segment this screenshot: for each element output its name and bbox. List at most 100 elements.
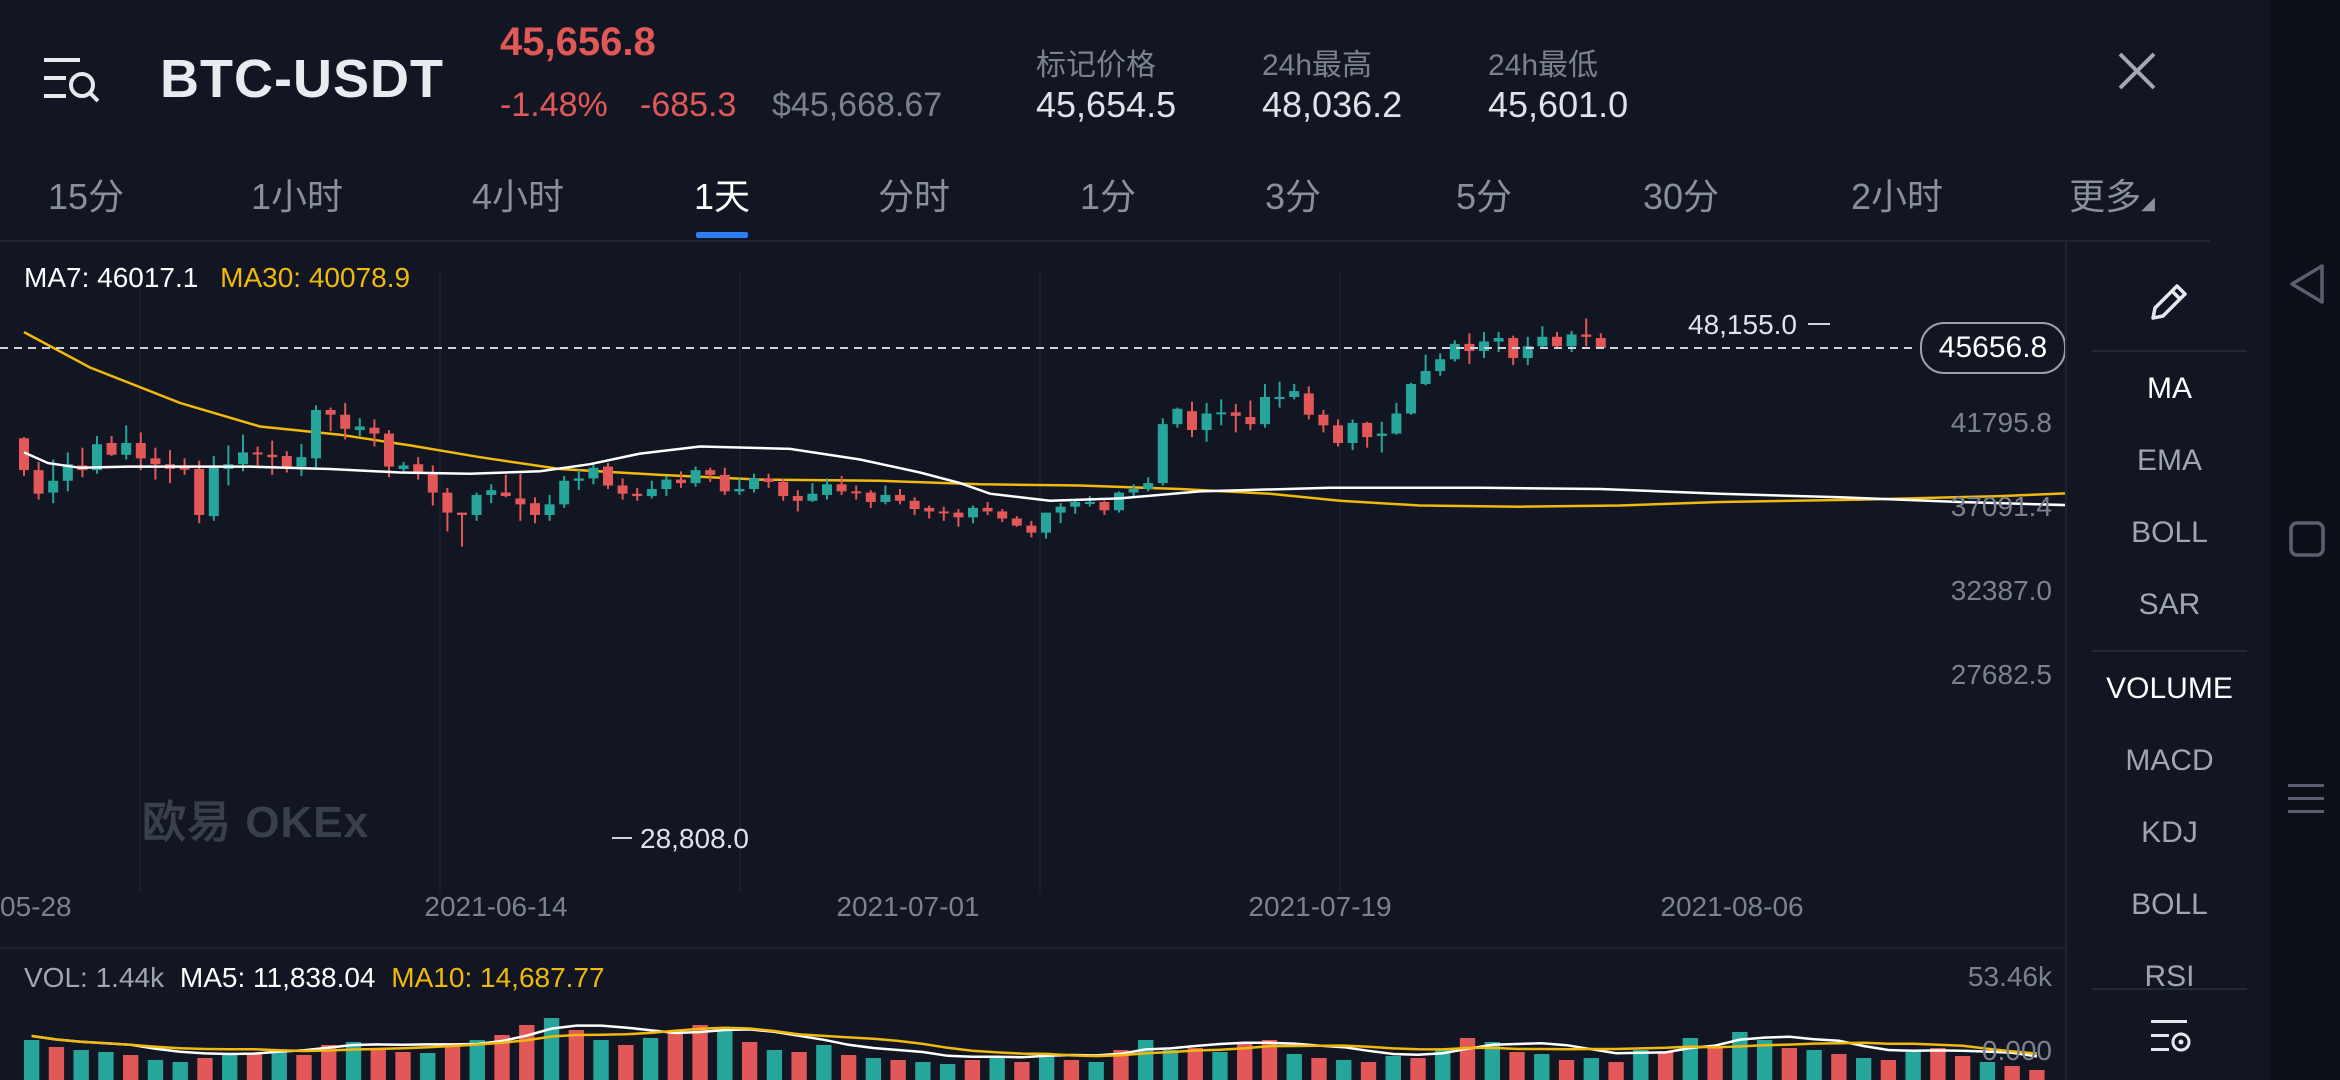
candle — [1070, 499, 1081, 514]
candle-body — [749, 478, 759, 490]
candle — [515, 473, 526, 521]
candle-body — [1406, 384, 1416, 414]
candle-body — [690, 470, 701, 484]
home-icon[interactable] — [2288, 520, 2326, 558]
volume-bar — [1657, 1052, 1674, 1080]
candle — [617, 478, 628, 500]
back-icon[interactable] — [2288, 262, 2326, 306]
volume-bar — [717, 1030, 733, 1080]
active-tab-indicator — [696, 232, 748, 238]
candle — [135, 432, 146, 471]
candle-body — [1581, 334, 1592, 337]
candle — [982, 501, 993, 515]
candle — [676, 471, 686, 488]
candle-body — [121, 442, 132, 455]
tab-30min[interactable]: 30分 — [1642, 176, 1720, 217]
draw-pencil-icon[interactable] — [2145, 278, 2193, 326]
indicator-boll[interactable]: BOLL — [2131, 516, 2208, 549]
x-axis-ticks: 05-28 2021-06-14 2021-07-01 2021-07-19 2021-… — [0, 891, 1804, 922]
candle — [427, 465, 438, 506]
tab-1min[interactable]: 1分 — [1079, 176, 1137, 217]
recents-icon[interactable] — [2286, 780, 2326, 818]
indicator-rsi[interactable]: RSI — [2144, 960, 2195, 990]
candle-body — [1289, 391, 1300, 397]
candle-body — [48, 480, 59, 493]
vol-value: 1.44k — [95, 962, 165, 993]
indicator-panel: MA EMA BOLL SAR VOLUME MACD KDJ BOLL RSI — [2065, 242, 2272, 1080]
candle-body — [1230, 412, 1241, 416]
volume-bar — [1707, 1046, 1723, 1080]
tab-more-label: 更多 — [2069, 176, 2142, 217]
tab-3min[interactable]: 3分 — [1264, 176, 1322, 217]
tab-timeshare[interactable]: 分时 — [877, 176, 951, 217]
indicator-boll-sub[interactable]: BOLL — [2131, 888, 2208, 921]
indicator-ema[interactable]: EMA — [2136, 444, 2202, 477]
tab-more[interactable]: 更多◢ — [2069, 168, 2155, 220]
indicator-settings-icon[interactable] — [2149, 1016, 2193, 1056]
close-icon[interactable] — [2116, 50, 2158, 92]
candle-body — [1479, 341, 1489, 351]
volume-bar — [939, 1064, 956, 1080]
candle-body — [1595, 338, 1606, 348]
x-tick-label: 05-28 — [0, 891, 72, 922]
candle-body — [500, 492, 511, 497]
volume-bar — [123, 1055, 139, 1080]
volume-bar — [1162, 1050, 1179, 1080]
panel-separator — [2092, 650, 2247, 652]
candles — [19, 318, 1606, 547]
candle — [734, 478, 745, 495]
candle-body — [734, 489, 745, 492]
tab-2h[interactable]: 2小时 — [1850, 176, 1944, 217]
volume-bar — [1806, 1050, 1822, 1080]
candle — [1318, 409, 1329, 433]
volume-bar — [1732, 1032, 1748, 1080]
candle — [1552, 332, 1562, 349]
volume-legend: VOL: 1.44k MA5: 11,838.04 MA10: 14,687.7… — [24, 962, 605, 994]
mark-price-value: 45,654.5 — [1036, 84, 1177, 125]
indicator-ma[interactable]: MA — [2147, 372, 2192, 405]
candle — [1011, 516, 1022, 527]
volume-bar — [1756, 1040, 1773, 1080]
candle — [661, 476, 672, 497]
candle — [1464, 333, 1475, 364]
tab-4h[interactable]: 4小时 — [471, 176, 565, 217]
indicator-sar[interactable]: SAR — [2138, 588, 2201, 621]
volume-bar — [1534, 1054, 1550, 1080]
candle-body — [938, 511, 949, 514]
candle — [1347, 419, 1358, 451]
volume-bar — [197, 1058, 213, 1080]
volume-bar — [2004, 1066, 2020, 1080]
tab-15m[interactable]: 15分 — [47, 176, 125, 217]
candle-body — [1084, 501, 1095, 504]
candle-body — [982, 507, 993, 512]
y-tick-label: 37091.4 — [1951, 491, 2052, 522]
indicator-macd[interactable]: MACD — [2125, 744, 2214, 777]
volume-bar — [642, 1038, 659, 1080]
ma-legend: MA7: 46017.1 MA30: 40078.9 — [24, 262, 410, 294]
candle — [1449, 340, 1460, 362]
ma7-value: 46017.1 — [97, 262, 199, 293]
volume-bar — [1484, 1042, 1500, 1080]
candle — [354, 418, 365, 436]
menu-search-icon[interactable] — [44, 54, 100, 104]
candle-body — [457, 512, 467, 515]
candle — [77, 447, 88, 478]
low-annotation: 28,808.0 — [640, 823, 749, 854]
candle-body — [1347, 422, 1358, 443]
candle — [1026, 520, 1037, 538]
tab-1h[interactable]: 1小时 — [250, 176, 344, 217]
indicator-volume[interactable]: VOLUME — [2106, 672, 2233, 705]
candle-body — [1376, 433, 1387, 436]
ma7-path — [23, 445, 2065, 507]
pair-title[interactable]: BTC-USDT — [160, 49, 444, 109]
candle — [719, 467, 730, 495]
tab-5min[interactable]: 5分 — [1455, 176, 1513, 217]
candle — [763, 473, 774, 488]
volume-bar — [1930, 1048, 1946, 1080]
volume-bar — [1905, 1052, 1921, 1080]
indicator-kdj[interactable]: KDJ — [2141, 816, 2198, 849]
candle — [1479, 332, 1489, 359]
candle — [1187, 401, 1197, 438]
tab-1d[interactable]: 1天 — [693, 176, 751, 217]
